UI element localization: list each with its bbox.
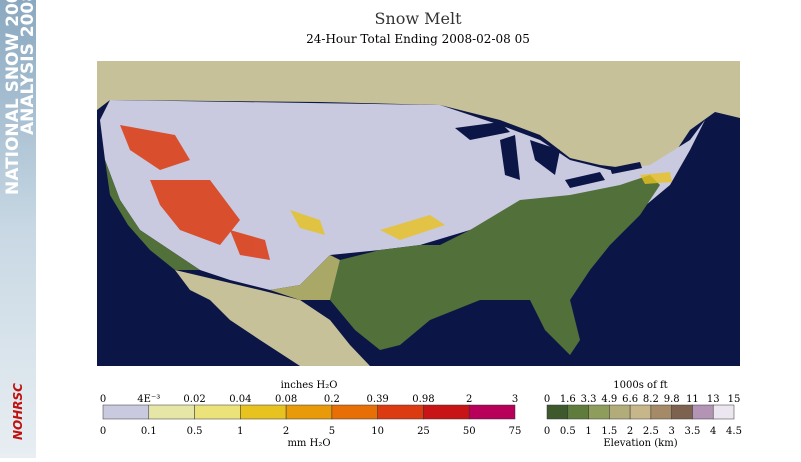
- canada: [97, 61, 740, 170]
- map-title: Snow Melt: [374, 9, 462, 28]
- legend-top-label: 3.3: [581, 394, 597, 405]
- legend-bottom-label: 2: [627, 426, 633, 437]
- legend-bottom-label: 0.1: [141, 426, 157, 437]
- great-lakes: [455, 122, 642, 188]
- legend-top-label: 0.98: [412, 394, 434, 405]
- legend-swatch: [629, 404, 652, 420]
- legend-unit: mm H₂O: [287, 438, 330, 449]
- us-green: [330, 175, 660, 355]
- legend-bottom-label: 0: [100, 426, 106, 437]
- legend-bottom-label: 3.5: [684, 426, 700, 437]
- legend-bottom-label: 1: [237, 426, 243, 437]
- map: [97, 61, 740, 366]
- legend-swatch: [546, 404, 569, 420]
- legend-bottom-label: 1.5: [601, 426, 617, 437]
- legend-top-label: 9.8: [664, 394, 680, 405]
- legend-swatch: [650, 404, 672, 420]
- legend-top-label: 0.04: [229, 394, 251, 405]
- legend-top-label: 11: [686, 394, 699, 405]
- legend-top-label: 2: [466, 394, 472, 405]
- legend-swatch: [588, 404, 610, 420]
- legend-bottom-label: 5: [329, 426, 335, 437]
- legend-top-label: 6.6: [622, 394, 638, 405]
- legend-top-label: 3: [512, 394, 518, 405]
- legend-top-label: 15: [728, 394, 741, 405]
- legend-swatch: [468, 404, 516, 420]
- legend-top-label: 0.02: [183, 394, 205, 405]
- legend-bottom-label: 0.5: [187, 426, 203, 437]
- legend-top-label: 0.39: [367, 394, 389, 405]
- legend-bottom-label: 2.5: [643, 426, 659, 437]
- legend-swatch: [377, 404, 424, 420]
- us-southwest: [270, 255, 340, 300]
- legend-bottom-label: 25: [417, 426, 430, 437]
- logo: NOHRSC: [11, 383, 25, 440]
- legend-top-label: 4.9: [601, 394, 617, 405]
- legend-bottom-label: 3: [668, 426, 674, 437]
- legend-swatch: [285, 404, 333, 420]
- us-west-coast: [105, 160, 200, 270]
- legend-bottom-label: 75: [509, 426, 522, 437]
- legend-swatch: [609, 404, 631, 420]
- legend-top-label: 1.6: [560, 394, 576, 405]
- legend-swatch: [692, 404, 714, 420]
- melt-patches: [120, 125, 270, 260]
- melt-patches: [290, 172, 672, 240]
- legend-bottom-label: 1: [585, 426, 591, 437]
- legend-swatch: [712, 404, 735, 420]
- legend-bottom-label: 50: [463, 426, 476, 437]
- legend-unit: inches H₂O: [281, 380, 338, 391]
- sidebar-title: NATIONAL SNOW 2007-: [3, 0, 23, 195]
- legend-bottom-label: 4: [710, 426, 716, 437]
- legend-swatch: [102, 404, 150, 420]
- legend-bottom-label: 0: [544, 426, 550, 437]
- legend-top-label: 0: [100, 394, 106, 405]
- legend-swatch: [148, 404, 195, 420]
- legend-bottom-label: 0.5: [560, 426, 576, 437]
- legend-bottom-label: 2: [283, 426, 289, 437]
- legend-top-label: 0.08: [275, 394, 297, 405]
- legend-swatch: [423, 404, 470, 420]
- sidebar-title: ANALYSIS 2008: [18, 0, 38, 135]
- legend-top-label: 4E⁻³: [137, 394, 160, 405]
- legend-unit: Elevation (km): [603, 438, 677, 449]
- legend-swatch: [671, 404, 693, 420]
- legend-top-label: 0.2: [324, 394, 340, 405]
- legend-top-label: 8.2: [643, 394, 659, 405]
- legend-swatch: [194, 404, 241, 420]
- legend-swatch: [331, 404, 378, 420]
- legend-swatch: [567, 404, 589, 420]
- map-subtitle: 24-Hour Total Ending 2008-02-08 05: [306, 32, 530, 46]
- sidebar: [0, 0, 36, 458]
- legend-bottom-label: 4.5: [726, 426, 742, 437]
- legend-swatch: [240, 404, 287, 420]
- legend-top-label: 13: [707, 394, 720, 405]
- legend-unit: 1000s of ft: [613, 380, 667, 391]
- legend-bottom-label: 10: [371, 426, 384, 437]
- mexico: [175, 270, 370, 366]
- legend-top-label: 0: [544, 394, 550, 405]
